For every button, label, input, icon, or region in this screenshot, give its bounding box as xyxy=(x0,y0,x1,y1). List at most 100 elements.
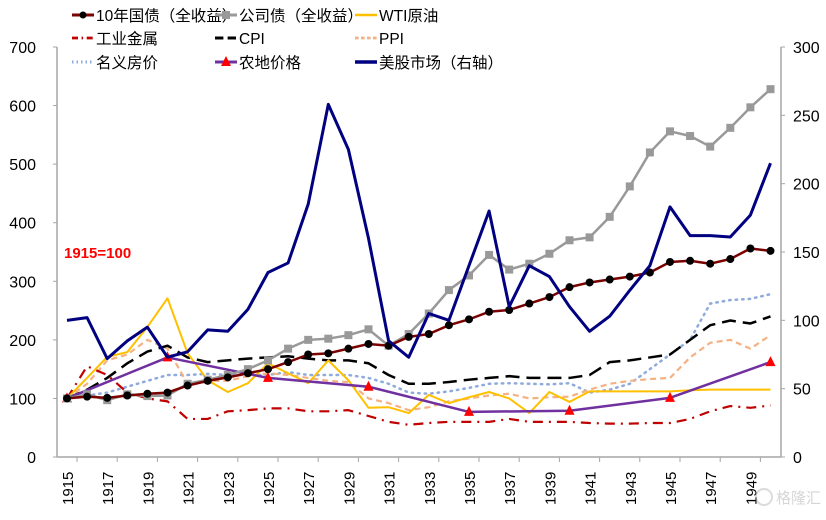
data-point xyxy=(565,236,574,245)
y-left-tick-label: 600 xyxy=(9,99,36,116)
data-point xyxy=(525,299,534,308)
watermark-logo-icon xyxy=(755,488,773,506)
data-point xyxy=(645,148,654,157)
data-point xyxy=(364,325,373,334)
data-point xyxy=(645,268,654,277)
data-point xyxy=(585,233,594,242)
data-point xyxy=(243,365,252,374)
data-point xyxy=(444,321,453,330)
data-point xyxy=(765,356,776,367)
data-point xyxy=(726,123,735,132)
x-tick-label: 1915 xyxy=(60,472,77,505)
y-left-tick-label: 100 xyxy=(9,391,36,408)
y-right-tick-label: 300 xyxy=(793,40,820,57)
watermark-text: 格隆汇 xyxy=(776,490,821,507)
data-point xyxy=(564,404,575,415)
data-point xyxy=(63,394,71,403)
series-line-2 xyxy=(66,297,771,415)
data-point xyxy=(706,259,715,268)
data-point xyxy=(223,373,232,382)
data-point xyxy=(243,369,252,378)
series-group xyxy=(62,85,776,426)
x-tick-label: 1947 xyxy=(703,472,720,505)
x-tick-label: 1943 xyxy=(623,472,640,505)
data-point xyxy=(203,376,212,385)
x-tick-label: 1933 xyxy=(422,472,439,505)
series-line-6 xyxy=(65,292,772,400)
legend-marker xyxy=(222,11,230,19)
data-point xyxy=(766,246,775,255)
data-point xyxy=(264,356,272,365)
data-point xyxy=(605,212,614,221)
data-point xyxy=(464,405,474,416)
x-tick-label: 1939 xyxy=(542,472,559,505)
axes: 0 100 200 300 400 500 600 700 0 50 100 150 200 250 300… xyxy=(9,40,820,505)
x-tick-label: 1925 xyxy=(261,472,278,505)
data-point xyxy=(103,393,112,402)
data-point xyxy=(324,349,333,358)
x-tick-label: 1937 xyxy=(502,472,519,505)
legend-marker xyxy=(79,11,87,19)
data-point xyxy=(565,283,574,292)
y-left-tick-label: 400 xyxy=(9,216,36,233)
data-point xyxy=(686,132,695,141)
data-point xyxy=(344,344,353,353)
legend-label: 10年国债（全收益） xyxy=(96,7,237,25)
data-point xyxy=(183,381,192,390)
x-tick-label: 1935 xyxy=(462,472,479,505)
data-point xyxy=(485,307,494,316)
y-right-tick-label: 250 xyxy=(793,108,820,125)
base-annotation: 1915=100 xyxy=(64,245,131,262)
data-point xyxy=(505,305,514,314)
x-tick-label: 1941 xyxy=(583,472,600,505)
data-point xyxy=(264,365,272,374)
legend-label: 美股市场（右轴） xyxy=(379,54,503,72)
data-point xyxy=(465,271,473,280)
x-tick-label: 1917 xyxy=(100,472,117,505)
data-point xyxy=(706,142,715,151)
data-point xyxy=(525,259,534,268)
legend-label: 名义房价 xyxy=(96,54,159,72)
data-point xyxy=(444,286,453,295)
data-point xyxy=(163,388,172,397)
data-point xyxy=(545,293,554,302)
data-point xyxy=(143,389,152,398)
x-tick-label: 1927 xyxy=(301,472,318,505)
legend-label: 农地价格 xyxy=(239,54,302,72)
y-left-tick-label: 0 xyxy=(27,450,36,467)
data-point xyxy=(505,265,514,274)
legend-marker xyxy=(221,56,231,66)
data-point xyxy=(465,315,473,324)
data-point xyxy=(766,85,775,94)
y-right-tick-label: 200 xyxy=(793,177,820,194)
data-point xyxy=(304,335,313,344)
series-line-7 xyxy=(66,356,771,414)
data-point xyxy=(746,103,755,112)
data-point xyxy=(83,392,92,401)
watermark: 格隆汇 xyxy=(755,488,821,507)
y-left-tick-label: 700 xyxy=(9,40,36,57)
x-tick-label: 1919 xyxy=(140,472,157,505)
data-point xyxy=(666,257,674,266)
data-point xyxy=(746,244,755,253)
legend-label: WTI原油 xyxy=(379,7,438,25)
data-point xyxy=(363,380,374,391)
y-left-tick-label: 300 xyxy=(9,274,36,291)
data-point xyxy=(585,278,594,287)
y-right-tick-label: 50 xyxy=(793,382,811,399)
legend-label: 工业金属 xyxy=(96,30,158,48)
x-tick-label: 1929 xyxy=(341,472,358,505)
series-line-1 xyxy=(66,88,772,402)
data-point xyxy=(485,250,494,259)
data-point xyxy=(666,127,674,136)
legend-label: PPI xyxy=(379,31,404,48)
data-point xyxy=(404,332,413,341)
x-tick-label: 1949 xyxy=(743,472,760,505)
data-point xyxy=(284,344,293,353)
data-point xyxy=(545,249,554,258)
data-point xyxy=(665,391,675,402)
data-point xyxy=(424,330,433,338)
legend-label: CPI xyxy=(239,31,265,48)
